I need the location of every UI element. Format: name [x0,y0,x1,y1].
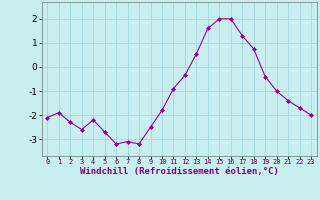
X-axis label: Windchill (Refroidissement éolien,°C): Windchill (Refroidissement éolien,°C) [80,167,279,176]
